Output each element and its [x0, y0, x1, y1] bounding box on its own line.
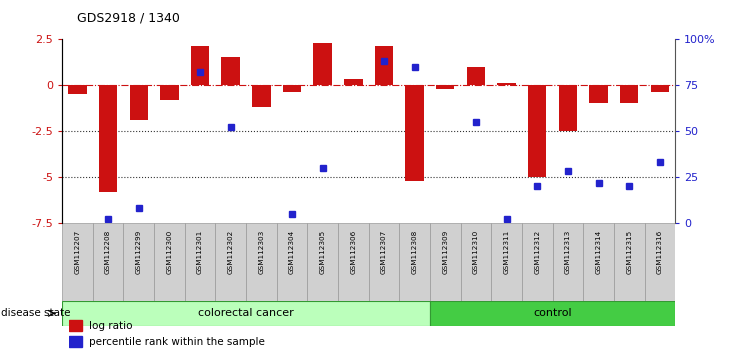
Bar [553, 223, 583, 301]
Bar [497, 83, 516, 85]
Text: GSM112208: GSM112208 [105, 229, 111, 274]
Bar [614, 223, 645, 301]
Bar [338, 223, 369, 301]
Bar [123, 223, 154, 301]
Bar [313, 42, 332, 85]
Text: GSM112207: GSM112207 [74, 229, 80, 274]
Bar [528, 85, 547, 177]
Bar [129, 85, 148, 120]
Text: GSM112312: GSM112312 [534, 229, 540, 274]
Bar [436, 85, 455, 88]
Text: GSM112301: GSM112301 [197, 229, 203, 274]
Bar [191, 46, 210, 85]
Text: GSM112302: GSM112302 [228, 229, 234, 274]
Bar [374, 46, 393, 85]
Text: GSM112306: GSM112306 [350, 229, 356, 274]
Bar [252, 85, 271, 107]
Text: GSM112314: GSM112314 [596, 229, 602, 274]
Bar [589, 85, 608, 103]
Bar [283, 85, 301, 92]
Bar [645, 223, 675, 301]
Text: GSM112299: GSM112299 [136, 229, 142, 274]
Bar [369, 223, 399, 301]
Text: GSM112311: GSM112311 [504, 229, 510, 274]
Text: GSM112304: GSM112304 [289, 229, 295, 274]
Text: GSM112316: GSM112316 [657, 229, 663, 274]
Bar [215, 223, 246, 301]
Bar [62, 301, 430, 326]
Bar [491, 223, 522, 301]
Bar [68, 85, 87, 94]
Text: GSM112309: GSM112309 [442, 229, 448, 274]
Text: GSM112300: GSM112300 [166, 229, 172, 274]
Bar [620, 85, 639, 103]
Text: GSM112307: GSM112307 [381, 229, 387, 274]
Bar [69, 320, 82, 331]
Bar [430, 223, 461, 301]
Text: GSM112315: GSM112315 [626, 229, 632, 274]
Bar [430, 301, 675, 326]
Bar [160, 85, 179, 100]
Text: GSM112308: GSM112308 [412, 229, 418, 274]
Bar [522, 223, 553, 301]
Bar [650, 85, 669, 92]
Text: GSM112313: GSM112313 [565, 229, 571, 274]
Bar [93, 223, 123, 301]
Bar [277, 223, 307, 301]
Bar [307, 223, 338, 301]
Bar [466, 67, 485, 85]
Bar [154, 223, 185, 301]
Text: GSM112303: GSM112303 [258, 229, 264, 274]
Bar [69, 336, 82, 347]
Bar [221, 57, 240, 85]
Text: GSM112310: GSM112310 [473, 229, 479, 274]
Text: disease state: disease state [1, 308, 70, 318]
Text: colorectal cancer: colorectal cancer [198, 308, 294, 318]
Bar [583, 223, 614, 301]
Bar [185, 223, 215, 301]
Bar [399, 223, 430, 301]
Bar [558, 85, 577, 131]
Text: control: control [534, 308, 572, 318]
Bar [62, 223, 93, 301]
Bar [344, 79, 363, 85]
Text: percentile rank within the sample: percentile rank within the sample [89, 337, 265, 347]
Bar [99, 85, 118, 192]
Text: GDS2918 / 1340: GDS2918 / 1340 [77, 12, 180, 25]
Text: GSM112305: GSM112305 [320, 229, 326, 274]
Bar [461, 223, 491, 301]
Bar [246, 223, 277, 301]
Bar [405, 85, 424, 181]
Text: log ratio: log ratio [89, 321, 133, 331]
